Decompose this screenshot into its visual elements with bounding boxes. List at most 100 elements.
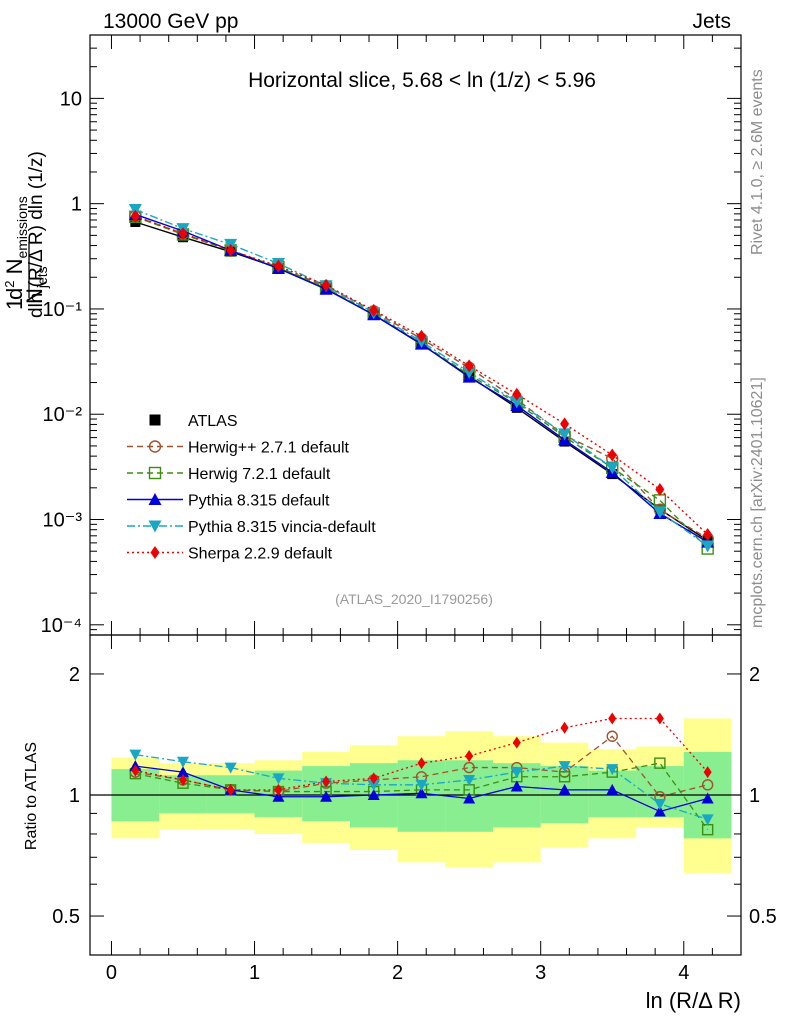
legend-marker — [148, 520, 162, 533]
ratio-line — [135, 735, 708, 798]
ratio-point — [415, 787, 428, 799]
x-tick-label: 3 — [535, 962, 546, 984]
series-line — [135, 215, 709, 540]
ratio-point — [272, 790, 285, 802]
legend-marker — [148, 466, 162, 480]
series-line — [135, 215, 709, 536]
data-point — [178, 227, 188, 241]
data-point — [369, 303, 379, 317]
main-y-tick-label: 10⁻² — [43, 404, 83, 426]
ratio-point — [129, 749, 142, 761]
data-point — [703, 528, 713, 542]
legend-label: Herwig 7.2.1 default — [188, 466, 331, 483]
ratio-point — [701, 792, 714, 804]
main-y-tick-label: 10⁻³ — [43, 510, 83, 532]
main-y-tick-label: 10 — [60, 88, 82, 110]
ratio-point — [510, 780, 523, 792]
chart-title: Horizontal slice, 5.68 < ln (1/z) < 5.96 — [248, 69, 596, 92]
ratio-point — [131, 764, 140, 777]
legend-marker — [150, 546, 160, 559]
x-tick-label: 2 — [392, 962, 403, 984]
main-y-tick-label: 1 — [71, 194, 82, 216]
data-point — [321, 278, 331, 292]
data-point — [607, 448, 617, 462]
ratio-point — [179, 773, 187, 786]
y-label-one: 1 — [2, 298, 27, 310]
ratio-point — [653, 805, 666, 817]
ratio-point — [177, 756, 189, 768]
legend-marker — [148, 440, 162, 453]
ratio-point — [510, 767, 523, 779]
ratio-y-tick-label-right: 1 — [749, 785, 760, 807]
ratio-point — [606, 783, 619, 795]
ratio-y-tick-label: 1 — [69, 785, 80, 807]
ratio-point — [322, 775, 331, 788]
ratio-point — [463, 774, 476, 786]
ratio-point — [701, 779, 714, 791]
legend-label: Pythia 8.315 default — [188, 493, 330, 510]
data-point — [558, 428, 572, 441]
ratio-y-tick-label: 0.5 — [52, 906, 80, 928]
ratio-point — [701, 814, 714, 826]
ratio-point — [417, 757, 426, 770]
ratio-point — [655, 712, 664, 725]
main-y-axis-label: 1 Njets d2 Nemissions dln (R/Δ R) dln (1… — [2, 151, 50, 318]
mcplots-label: mcplots.cern.ch [arXiv:2401.10621] — [749, 377, 766, 628]
ratio-point — [369, 772, 378, 785]
data-point — [510, 396, 524, 409]
legend-entry-pythia-8-315-default: Pythia 8.315 default — [127, 493, 330, 510]
main-y-tick-label: 10⁻¹ — [43, 299, 83, 321]
data-point — [560, 417, 570, 431]
series-sherpa-2-2-9-default — [130, 209, 713, 542]
legend-entry-atlas: ATLAS — [149, 413, 238, 430]
ratio-panel: 0.5 0.5 1 1 2 2 0 1 2 3 4 Ratio to ATLAS ln (R/Δ R… — [23, 634, 777, 1013]
ratio-point — [463, 761, 475, 774]
ratio-point — [177, 766, 189, 778]
ratio-point — [367, 789, 380, 800]
main-y-tick-label: 10⁻⁴ — [41, 615, 82, 637]
data-point — [655, 482, 665, 496]
ratio-point — [272, 773, 285, 785]
data-point — [701, 540, 715, 553]
ratio-point — [703, 766, 712, 779]
ratio-point — [558, 783, 571, 795]
legend-entry-herwig-7-2-1-default: Herwig 7.2.1 default — [127, 466, 331, 483]
legend-label: ATLAS — [188, 413, 238, 430]
ratio-point — [463, 792, 476, 804]
x-tick-label: 0 — [106, 962, 117, 984]
ratio-point — [367, 779, 380, 791]
ratio-point — [606, 730, 618, 742]
rivet-version-label: Rivet 4.1.0, ≥ 2.6M events — [749, 69, 766, 255]
data-point — [130, 209, 140, 223]
ratio-point — [654, 757, 666, 769]
ratio-point — [558, 761, 571, 773]
ratio-point — [653, 798, 666, 810]
x-axis-label: ln (R/Δ R) — [646, 988, 741, 1013]
data-point — [464, 359, 474, 373]
data-point — [653, 506, 667, 519]
data-point — [512, 387, 522, 401]
legend-entry-sherpa-2-2-9-default: Sherpa 2.2.9 default — [127, 546, 333, 563]
legend-label: Herwig++ 2.7.1 default — [188, 440, 350, 457]
ratio-point — [320, 790, 333, 802]
ratio-series-sherpa-2-2-9-default — [131, 712, 712, 796]
ratio-point — [560, 721, 569, 734]
ratio-y-tick-label: 2 — [69, 664, 80, 686]
ratio-point — [274, 783, 283, 796]
legend-entry-pythia-8-315-vincia-default: Pythia 8.315 vincia-default — [127, 519, 376, 536]
y-label-denominator: dln (R/Δ R) dln (1/z) — [26, 151, 47, 318]
legend-marker — [149, 414, 161, 426]
legend-marker — [148, 493, 162, 505]
ratio-point — [512, 736, 521, 749]
ratio-point — [224, 762, 237, 774]
process-label: Jets — [692, 10, 731, 33]
ratio-point — [415, 779, 428, 791]
ratio-y-tick-label-right: 0.5 — [749, 906, 777, 928]
legend: ATLAS Herwig++ 2.7.1 default Herwig 7.2.1 … — [127, 413, 376, 563]
data-point — [417, 329, 427, 343]
x-tick-label: 4 — [678, 962, 689, 984]
ratio-y-tick-label-right: 2 — [749, 664, 760, 686]
ratio-point — [608, 712, 617, 725]
legend-label: Sherpa 2.2.9 default — [188, 546, 333, 563]
